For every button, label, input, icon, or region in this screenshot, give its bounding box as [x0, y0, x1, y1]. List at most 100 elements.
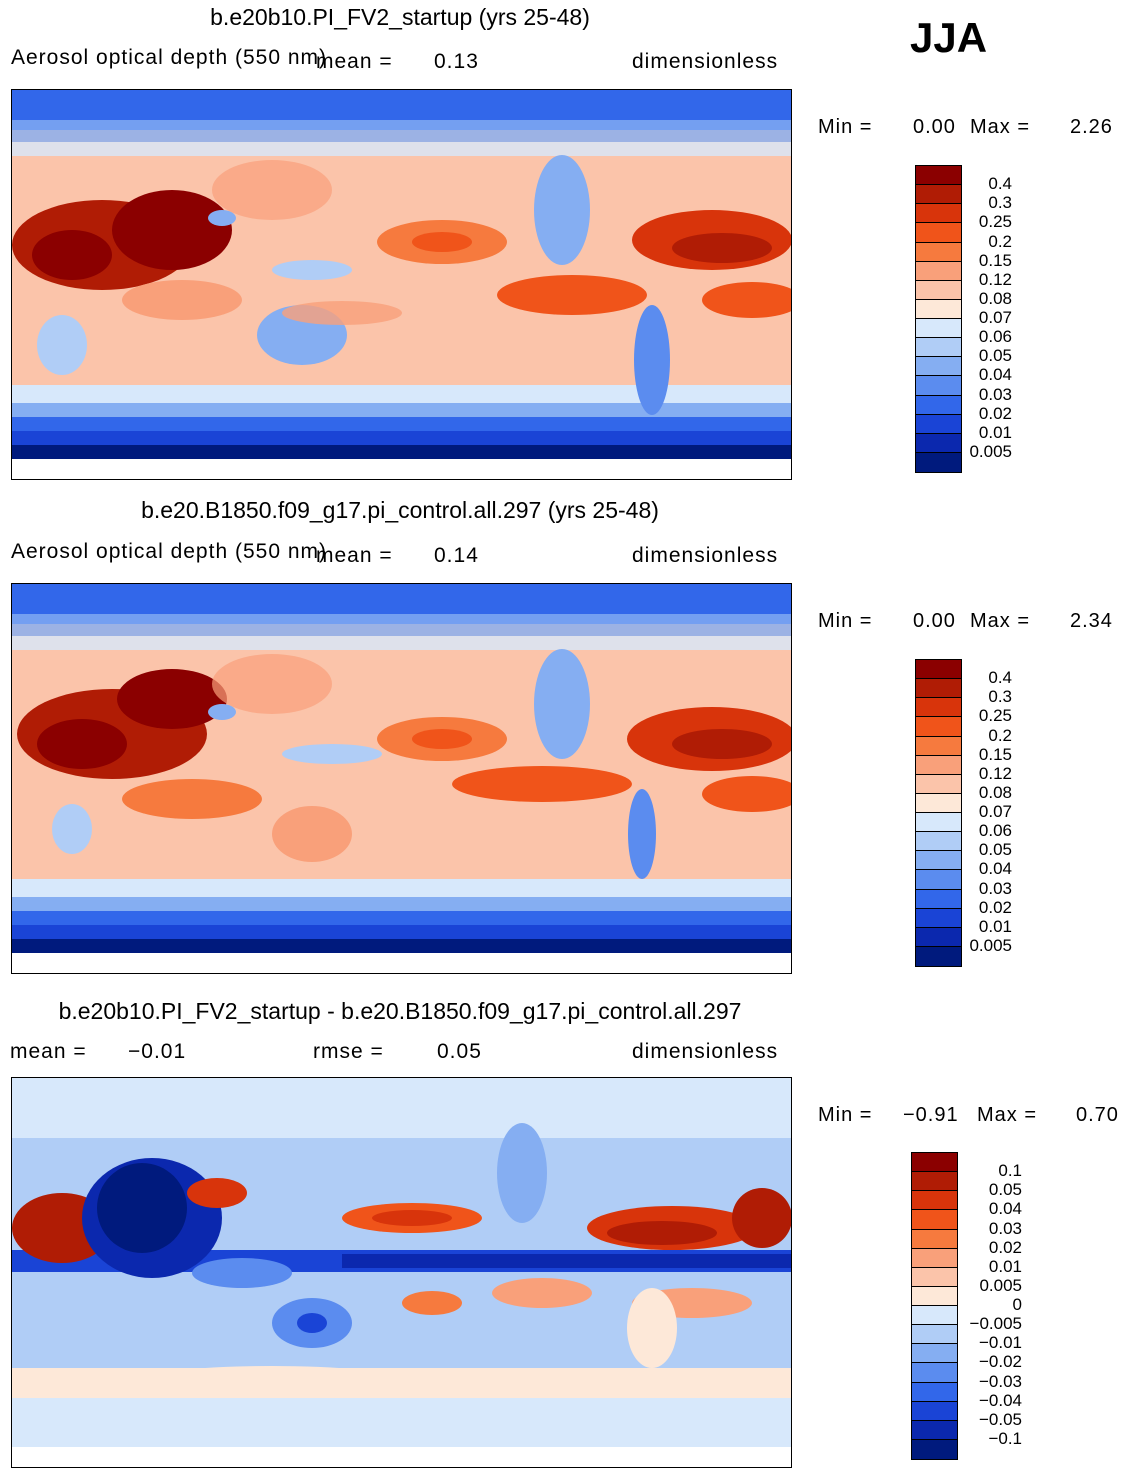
- colorbar-label: 0.005: [969, 441, 1012, 461]
- colorbar-swatch: [916, 908, 961, 928]
- panel-top-max-label: Max =: [970, 116, 1031, 138]
- colorbar-label: 0.12: [978, 763, 1012, 783]
- panel-diff-rmse-value: 0.05: [437, 1040, 482, 1063]
- panel-top-map: [11, 89, 792, 480]
- colorbar-swatch: [916, 338, 961, 358]
- colorbar-label: 0.08: [978, 782, 1012, 802]
- colorbar-label: 0.005: [969, 935, 1012, 955]
- panel-mid-mean-label: mean =: [316, 544, 393, 567]
- colorbar-label: 0.07: [978, 308, 1012, 327]
- panel-mid-min-label: Min =: [818, 610, 873, 632]
- colorbar-label: −0.04: [978, 1390, 1022, 1410]
- colorbar-label: 0.1: [998, 1161, 1022, 1181]
- colorbar-label: 0.4: [988, 174, 1012, 194]
- colorbar-label: 0.07: [978, 802, 1012, 821]
- colorbar-swatch: [912, 1401, 957, 1421]
- colorbar-swatch: [916, 166, 961, 186]
- colorbar-label: −0.005: [969, 1314, 1022, 1334]
- panel-diff-min-value: −0.91: [903, 1104, 959, 1126]
- colorbar-label: 0.06: [978, 327, 1012, 347]
- colorbar-swatch: [916, 698, 961, 718]
- colorbar-label: 0.03: [988, 1218, 1022, 1238]
- panel-diff-map: [11, 1077, 792, 1468]
- colorbar-label: 0.005: [979, 1275, 1022, 1295]
- colorbar-swatch: [916, 755, 961, 775]
- colorbar-label: 0.01: [978, 422, 1012, 442]
- colorbar-label: 0.06: [978, 821, 1012, 841]
- colorbar-label: 0.01: [978, 916, 1012, 936]
- panel-mid-units: dimensionless: [632, 544, 779, 567]
- colorbar-label: 0.2: [988, 725, 1012, 745]
- colorbar-label: 0.3: [988, 193, 1012, 213]
- colorbar-swatch: [912, 1382, 957, 1402]
- panel-top-min-value: 0.00: [913, 116, 956, 138]
- colorbar-swatch: [912, 1248, 957, 1268]
- panel-top-max-value: 2.26: [1070, 116, 1113, 138]
- colorbar-swatch: [912, 1420, 957, 1440]
- colorbar-label: 0.12: [978, 269, 1012, 289]
- colorbar-label: 0.05: [988, 1180, 1022, 1200]
- colorbar-label: −0.03: [978, 1371, 1022, 1391]
- colorbar-swatch: [916, 319, 961, 339]
- colorbar-swatch: [916, 299, 961, 319]
- colorbar-label: 0.25: [978, 212, 1012, 232]
- colorbar-label: 0.4: [988, 668, 1012, 688]
- panel-top-variable: Aerosol optical depth (550 nm): [11, 46, 327, 69]
- panel-top-mean-label: mean =: [316, 50, 393, 73]
- panel-mid-mean-value: 0.14: [434, 544, 479, 567]
- colorbar-label: 0.15: [978, 744, 1012, 764]
- colorbar-swatch: [912, 1172, 957, 1192]
- panel-mid-colorbar: [915, 659, 962, 967]
- panel-mid-title: b.e20.B1850.f09_g17.pi_control.all.297 (…: [141, 497, 659, 523]
- colorbar-swatch: [916, 660, 961, 680]
- colorbar-label: 0.05: [978, 346, 1012, 366]
- colorbar-swatch: [916, 832, 961, 852]
- colorbar-swatch: [916, 357, 961, 377]
- colorbar-swatch: [912, 1267, 957, 1287]
- colorbar-label: 0.03: [978, 384, 1012, 404]
- panel-diff-colorbar: [911, 1152, 958, 1460]
- colorbar-swatch: [916, 870, 961, 890]
- panel-mid-map: [11, 583, 792, 974]
- colorbar-swatch: [916, 261, 961, 281]
- colorbar-swatch: [912, 1191, 957, 1211]
- colorbar-swatch: [912, 1153, 957, 1173]
- colorbar-label: −0.05: [978, 1409, 1022, 1429]
- colorbar-label: 0: [1012, 1295, 1022, 1314]
- colorbar-swatch: [916, 223, 961, 243]
- panel-top-mean-value: 0.13: [434, 50, 479, 73]
- panel-diff-mean-value: −0.01: [128, 1040, 187, 1063]
- panel-diff-max-value: 0.70: [1076, 1104, 1119, 1126]
- colorbar-label: 0.03: [978, 878, 1012, 898]
- panel-diff-max-label: Max =: [977, 1104, 1038, 1126]
- colorbar-swatch: [912, 1210, 957, 1230]
- colorbar-label: 0.15: [978, 250, 1012, 270]
- colorbar-label: 0.2: [988, 231, 1012, 251]
- colorbar-swatch: [916, 851, 961, 871]
- colorbar-label: 0.08: [978, 288, 1012, 308]
- colorbar-label: 0.3: [988, 687, 1012, 707]
- colorbar-swatch: [916, 242, 961, 262]
- colorbar-label: 0.02: [978, 897, 1012, 917]
- panel-mid-min-value: 0.00: [913, 610, 956, 632]
- colorbar-label: 0.04: [978, 859, 1012, 879]
- colorbar-swatch: [916, 452, 961, 472]
- panel-top-title: b.e20b10.PI_FV2_startup (yrs 25-48): [210, 4, 590, 30]
- colorbar-label: 0.02: [988, 1237, 1022, 1257]
- colorbar-swatch: [916, 717, 961, 737]
- colorbar-swatch: [912, 1363, 957, 1383]
- panel-mid-max-label: Max =: [970, 610, 1031, 632]
- colorbar-swatch: [916, 774, 961, 794]
- panel-diff-min-label: Min =: [818, 1104, 873, 1126]
- panel-diff-mean-label: mean =: [10, 1040, 87, 1063]
- colorbar-label: −0.02: [978, 1352, 1022, 1372]
- colorbar-swatch: [916, 736, 961, 756]
- colorbar-swatch: [916, 433, 961, 453]
- colorbar-label: −0.01: [978, 1333, 1022, 1353]
- panel-mid-max-value: 2.34: [1070, 610, 1113, 632]
- panel-top-units: dimensionless: [632, 50, 779, 73]
- colorbar-swatch: [916, 204, 961, 224]
- colorbar-label: 0.02: [978, 403, 1012, 423]
- panel-mid-variable: Aerosol optical depth (550 nm): [11, 540, 327, 563]
- colorbar-swatch: [912, 1439, 957, 1459]
